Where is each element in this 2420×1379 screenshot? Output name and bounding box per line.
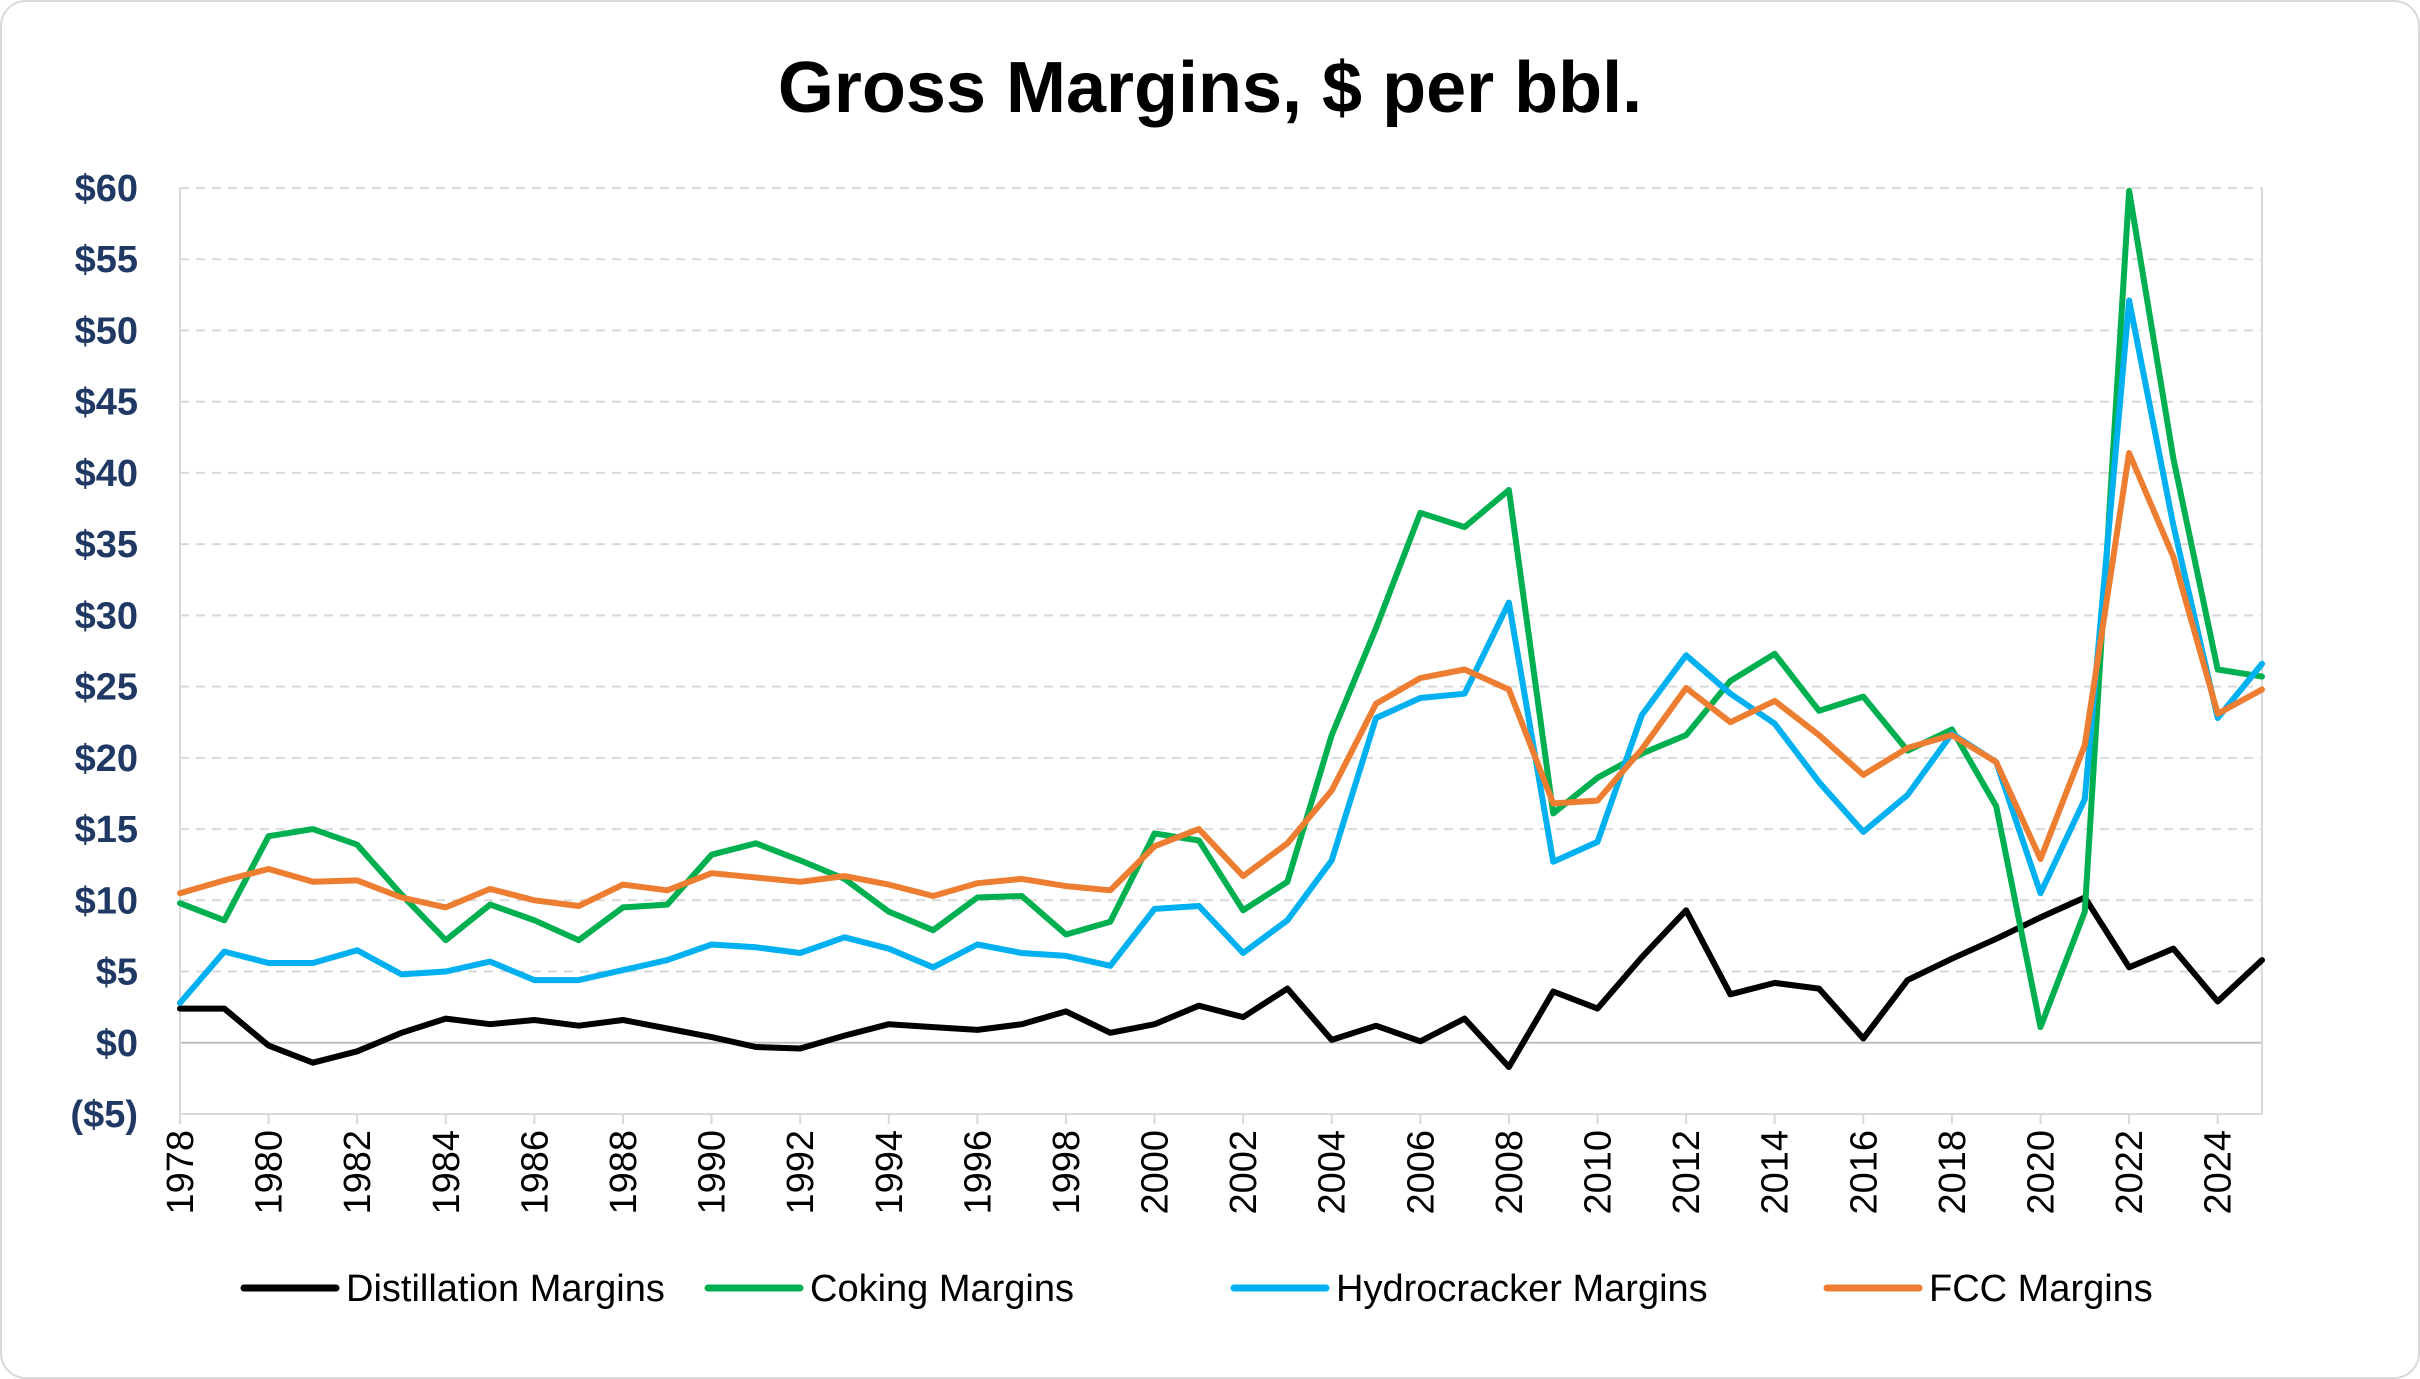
y-tick-label: $55 [75,239,138,281]
y-tick-label: ($5) [70,1094,138,1136]
gridlines [179,187,2263,1115]
legend-label-coking-margins: Coking Margins [810,1268,1074,1310]
series-lines [177,187,2265,1070]
x-tick-label: 1978 [160,1130,202,1215]
x-tick-label: 1994 [869,1130,911,1215]
y-tick-label: $35 [75,524,138,566]
x-tick-label: 2002 [1223,1130,1265,1215]
y-tick-label: $50 [75,310,138,352]
x-tick-label: 2022 [2109,1130,2151,1215]
y-tick-label: $45 [75,382,138,424]
x-tick-label: 2020 [2021,1130,2063,1215]
x-tick-label: 1986 [514,1130,556,1215]
legend-label-fcc-margins: FCC Margins [1929,1268,2153,1310]
x-tick-label: 2000 [1135,1130,1177,1215]
x-tick-label: 2012 [1666,1130,1708,1215]
y-tick-label: $60 [75,168,138,210]
y-axis: $60 $55 $50 $45 $40 $35 $30 $25 $20 $15 $10 $5 $0 ($5… [70,168,138,1136]
x-tick-label: 2016 [1843,1130,1885,1215]
y-tick-label: $20 [75,738,138,780]
distillation-margins-line [177,894,2265,1070]
chart-title: Gross Margins, $ per bbl. [778,48,1642,128]
y-tick-label: $5 [96,952,138,994]
x-tick-label: 1984 [426,1130,468,1215]
x-tick-label: 1996 [957,1130,999,1215]
fcc-margins-line [177,450,2265,911]
coking-margins-line [177,187,2265,1031]
x-tick-label: 1990 [692,1130,734,1215]
x-tick-label: 2006 [1400,1130,1442,1215]
legend-label-distillation-margins: Distillation Margins [346,1268,665,1310]
x-tick-label: 1998 [1046,1130,1088,1215]
x-tick-label: 2018 [1932,1130,1974,1215]
x-tick-label: 2014 [1755,1130,1797,1215]
y-tick-label: $0 [96,1023,138,1065]
y-tick-label: $10 [75,880,138,922]
x-tick-label: 1988 [603,1130,645,1215]
y-tick-label: $30 [75,595,138,637]
legend: Distillation Margins Coking Margins Hydroc… [240,1268,2153,1310]
hydrocracker-margins-line [177,297,2265,1006]
y-tick-label: $15 [75,809,138,851]
x-tick-label: 2024 [2198,1130,2240,1215]
legend-label-hydrocracker-margins: Hydrocracker Margins [1336,1268,1708,1310]
x-tick-label: 1980 [249,1130,291,1215]
x-axis: 1978 1980 1982 1984 1986 1988 1990 1992 1994 1996… [160,1114,2240,1215]
x-tick-label: 2010 [1578,1130,1620,1215]
x-tick-label: 1982 [337,1130,379,1215]
y-tick-label: $40 [75,453,138,495]
y-tick-label: $25 [75,667,138,709]
x-tick-label: 1992 [780,1130,822,1215]
x-tick-label: 2004 [1312,1130,1354,1215]
x-tick-label: 2008 [1489,1130,1531,1215]
